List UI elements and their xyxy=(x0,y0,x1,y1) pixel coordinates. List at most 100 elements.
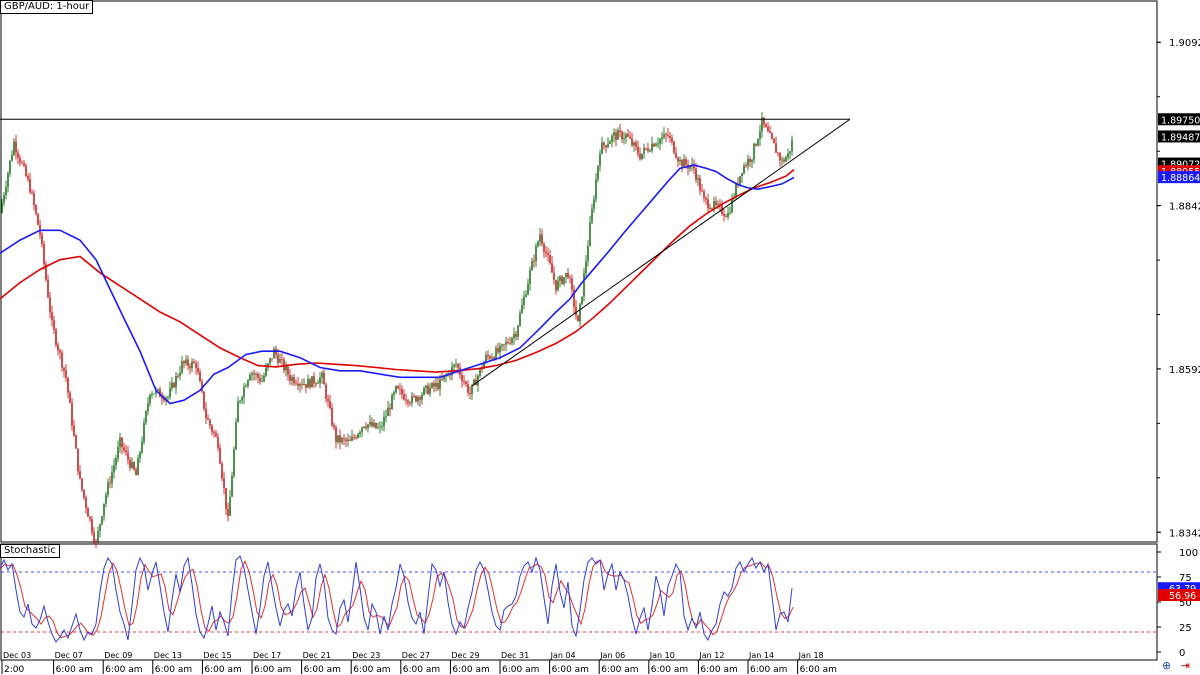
candle-body xyxy=(153,393,155,395)
candle-body xyxy=(285,366,287,371)
candle-body xyxy=(249,374,251,380)
time-axis-time-label: 6:00 am xyxy=(601,665,638,675)
candle-body xyxy=(767,127,769,132)
price-badge-label: 1.88864 xyxy=(1161,173,1200,184)
candle-body xyxy=(627,134,629,137)
candle-body xyxy=(463,381,465,383)
candle-body xyxy=(271,358,273,360)
candle-body xyxy=(385,415,387,418)
candle-body xyxy=(281,358,283,360)
candle-body xyxy=(145,411,147,423)
candle-body xyxy=(81,478,83,490)
candle-body xyxy=(437,382,439,390)
candle-body xyxy=(241,397,243,401)
candle-body xyxy=(167,397,169,398)
candle-body xyxy=(643,148,645,154)
candle-body xyxy=(117,447,119,459)
trendline-line xyxy=(471,118,851,387)
candle-body xyxy=(107,482,109,495)
candle-body xyxy=(715,201,717,205)
price-badge xyxy=(1158,130,1200,143)
candle-body xyxy=(539,234,541,242)
candle-body xyxy=(147,403,149,412)
candle-body xyxy=(323,372,325,385)
candle-body xyxy=(335,427,337,443)
candle-body xyxy=(37,213,39,225)
link-icon[interactable]: ⊕ xyxy=(1162,659,1172,672)
candle-body xyxy=(357,434,359,438)
candle-body xyxy=(723,213,725,216)
stochastic-axis-tick-label: 100 xyxy=(1179,548,1198,559)
candle-body xyxy=(381,426,383,428)
candle-body xyxy=(135,469,137,476)
candle-body xyxy=(593,199,595,209)
candle-body xyxy=(161,396,163,399)
candle-body xyxy=(339,435,341,443)
candle-body xyxy=(495,348,497,359)
candle-body xyxy=(471,384,473,394)
candle-body xyxy=(485,354,487,363)
time-axis-date-label: Dec 27 xyxy=(402,651,430,660)
candle-body xyxy=(747,158,749,166)
candle-body xyxy=(261,381,263,382)
time-axis-date-label: Dec 17 xyxy=(253,651,281,660)
candle-body xyxy=(231,476,233,497)
time-axis-date-label: Jan 04 xyxy=(550,651,576,660)
candle-body xyxy=(85,497,87,508)
candle-body xyxy=(615,132,617,140)
candle-body xyxy=(189,365,191,369)
price-badge xyxy=(1158,113,1200,126)
candle-body xyxy=(623,138,625,140)
time-axis-time-label: 6:00 am xyxy=(353,665,390,675)
candle-body xyxy=(43,244,45,265)
candle-body xyxy=(631,138,633,146)
candle-body xyxy=(229,496,231,516)
candle-body xyxy=(179,372,181,376)
candle-body xyxy=(507,341,509,343)
candle-body xyxy=(611,135,613,142)
candle-body xyxy=(583,273,585,297)
time-axis-date-label: Jan 18 xyxy=(798,651,824,660)
candle-body xyxy=(659,139,661,144)
candle-body xyxy=(139,452,141,459)
candle-body xyxy=(127,452,129,460)
time-axis-time-label: 6:00 am xyxy=(254,665,291,675)
candle-body xyxy=(17,152,19,158)
arrow-icon[interactable]: ⇥ xyxy=(1180,659,1190,672)
candle-body xyxy=(663,134,665,138)
candle-body xyxy=(47,279,49,298)
candle-body xyxy=(83,489,85,498)
candle-body xyxy=(69,392,71,404)
candle-body xyxy=(675,153,677,158)
candle-body xyxy=(371,421,373,427)
candle-body xyxy=(277,354,279,363)
price-axis-tick-label: 1.85929 xyxy=(1169,365,1200,376)
candle-body xyxy=(599,153,601,166)
candle-body xyxy=(555,279,557,291)
candle-body xyxy=(283,359,285,371)
candle-body xyxy=(265,367,267,376)
candle-body xyxy=(337,435,339,443)
time-axis-time-label: 6:00 am xyxy=(105,665,142,675)
candle-body xyxy=(361,427,363,433)
candle-body xyxy=(587,245,589,262)
time-axis-date-label: Dec 31 xyxy=(501,651,529,660)
candle-body xyxy=(713,201,715,209)
candle-body xyxy=(781,159,783,161)
candle-body xyxy=(487,354,489,357)
candle-body xyxy=(93,532,95,542)
candle-body xyxy=(87,507,89,517)
candle-body xyxy=(201,381,203,392)
time-axis-time-label: 6:00 am xyxy=(750,665,787,675)
candle-body xyxy=(573,289,575,307)
candle-body xyxy=(755,143,757,146)
candle-body xyxy=(101,516,103,525)
candle-body xyxy=(605,145,607,148)
candle-body xyxy=(591,208,593,223)
candle-body xyxy=(333,425,335,428)
candle-body xyxy=(405,399,407,401)
candle-body xyxy=(157,389,159,391)
candle-body xyxy=(313,376,315,384)
candle-body xyxy=(303,384,305,385)
candle-body xyxy=(173,382,175,388)
